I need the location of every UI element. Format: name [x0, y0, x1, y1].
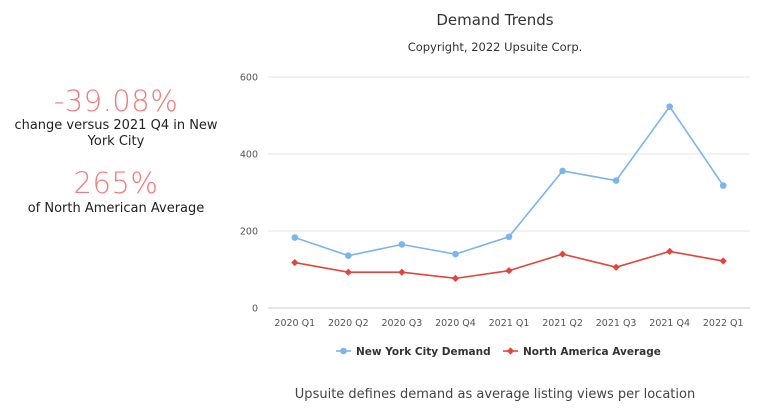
data-point: [505, 267, 513, 275]
data-point: [452, 250, 459, 258]
x-tick-label: 2021 Q4: [649, 318, 690, 329]
data-point: [666, 247, 674, 256]
legend-label: New York City Demand: [356, 346, 491, 358]
series-line-1: [294, 250, 724, 280]
x-tick-label: 2021 Q2: [542, 318, 583, 329]
x-tick-label: 2020 Q2: [328, 318, 369, 329]
x-tick-label: 2020 Q3: [382, 318, 423, 329]
data-point: [451, 274, 460, 282]
x-tick-label: 2021 Q3: [596, 318, 637, 329]
stat-ratio-caption: of North American Average: [27, 200, 205, 216]
data-point: [666, 103, 673, 110]
series-line-0: [294, 105, 724, 257]
data-point: [505, 233, 513, 241]
footnote: Upsuite defines demand as average listin…: [294, 387, 696, 402]
data-point: [291, 258, 299, 267]
data-point: [719, 182, 727, 189]
stat-ratio-value: 265%: [73, 166, 159, 201]
y-tick-label: 200: [240, 227, 258, 238]
stats-panel: -39.08% change versus 2021 Q4 in New Yor…: [0, 86, 232, 217]
data-point: [559, 167, 566, 175]
chart-title: Demand Trends: [436, 11, 554, 29]
stat-ratio: 265% of North American Average: [0, 168, 232, 216]
stat-change: -39.08% change versus 2021 Q4 in New Yor…: [0, 86, 232, 150]
y-tick-label: 600: [240, 73, 258, 84]
data-point: [612, 177, 620, 184]
y-tick-label: 0: [252, 304, 258, 315]
legend-marker: [340, 347, 347, 355]
x-tick-label: 2022 Q1: [703, 318, 744, 329]
data-point: [398, 241, 406, 248]
data-point: [344, 268, 352, 276]
y-tick-label: 400: [240, 150, 258, 161]
x-tick-label: 2020 Q4: [435, 318, 476, 329]
data-point: [291, 234, 299, 241]
legend-marker: [506, 347, 515, 355]
data-point: [719, 257, 727, 265]
legend-label: North America Average: [523, 346, 661, 358]
stat-change-caption: change versus 2021 Q4 in New York City: [14, 118, 218, 150]
data-point: [398, 268, 406, 276]
data-point: [558, 250, 567, 258]
chart-subtitle: Copyright, 2022 Upsuite Corp.: [407, 40, 583, 54]
data-point: [612, 263, 620, 271]
stat-change-value: -39.08%: [53, 84, 179, 118]
x-tick-label: 2020 Q1: [274, 318, 315, 329]
x-tick-label: 2021 Q1: [489, 318, 530, 329]
data-point: [345, 252, 352, 259]
